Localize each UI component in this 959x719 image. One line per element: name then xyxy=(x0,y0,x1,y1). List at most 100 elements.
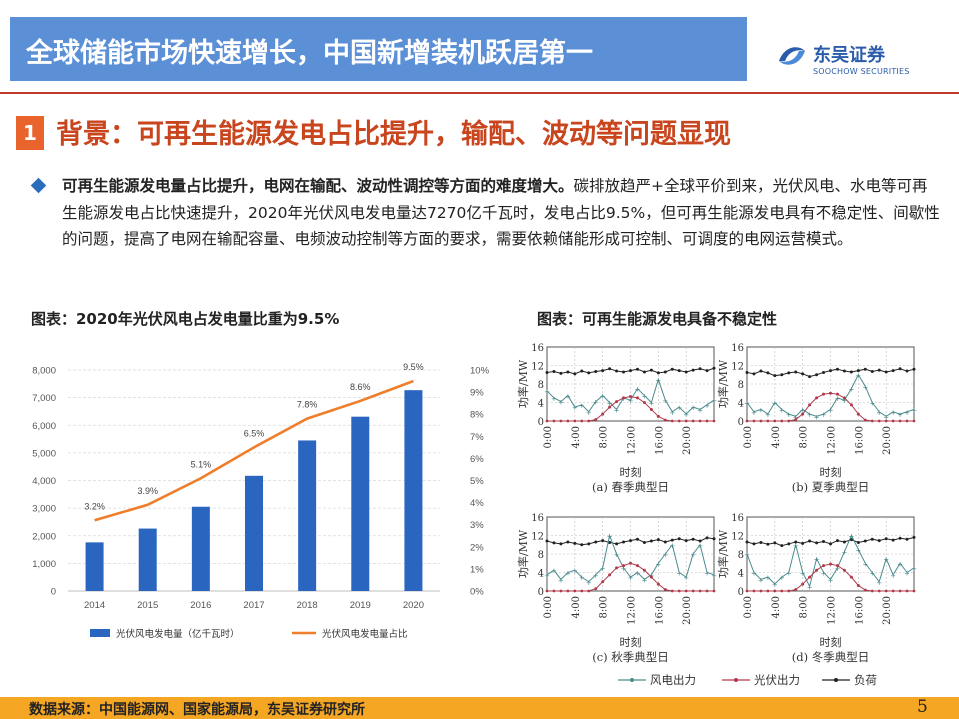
wind-point: + xyxy=(807,583,813,591)
wind-point: + xyxy=(593,399,599,407)
load-point xyxy=(780,544,784,548)
wind-point: + xyxy=(593,572,599,580)
wind-point: + xyxy=(869,570,875,578)
pv-point xyxy=(842,396,846,400)
wind-point: + xyxy=(814,556,820,564)
pv-point xyxy=(594,587,598,591)
load-point xyxy=(815,541,819,545)
load-point xyxy=(573,372,577,376)
pv-point xyxy=(608,573,612,577)
bullet-bold-lead: 可再生能源发电量占比提升，电网在输配、波动性调控等方面的难度增大。 xyxy=(62,177,574,195)
wind-point: + xyxy=(704,570,710,578)
load-point xyxy=(594,540,598,544)
wind-point: + xyxy=(765,411,771,419)
load-point xyxy=(573,541,577,545)
wind-point: + xyxy=(751,570,757,578)
pv-point xyxy=(787,419,791,423)
pv-point xyxy=(677,589,681,593)
x-tick: 20:00 xyxy=(682,426,693,455)
y-tick-right: 9% xyxy=(470,388,484,399)
load-point xyxy=(649,539,653,543)
pv-point xyxy=(905,419,909,423)
pv-point xyxy=(870,589,874,593)
bar-2020 xyxy=(404,390,423,591)
bullet-body: 碳排放趋严+全球平价到来，光伏风电、水电等可再生能源发电占比快速提升，2020年… xyxy=(62,177,940,248)
pv-point xyxy=(656,582,660,586)
legend-bar-swatch xyxy=(90,629,110,637)
pv-point xyxy=(835,564,839,568)
data-label: 8.6% xyxy=(350,382,371,392)
wind-point: + xyxy=(655,376,661,384)
wind-point: + xyxy=(855,546,861,554)
wind-point: + xyxy=(848,533,854,541)
load-point xyxy=(745,370,749,374)
wind-point: + xyxy=(821,411,827,419)
load-point xyxy=(891,369,895,373)
load-point xyxy=(912,367,916,371)
load-point xyxy=(912,535,916,539)
load-point xyxy=(656,538,660,542)
wind-point: + xyxy=(862,560,868,568)
pv-point xyxy=(587,419,591,423)
wind-point: + xyxy=(628,397,634,405)
pv-point xyxy=(815,396,819,400)
footer-bar: 数据来源：中国能源网、国家能源局，东吴证券研究所 5 xyxy=(0,697,959,719)
pv-point xyxy=(698,419,702,423)
x-tick: 0:00 xyxy=(543,426,554,448)
load-point xyxy=(559,371,563,375)
pv-point xyxy=(635,396,639,400)
x-tick: 16:00 xyxy=(654,596,665,625)
pv-point xyxy=(642,401,646,404)
wind-point: + xyxy=(614,406,620,414)
x-axis-label: 时刻 xyxy=(820,465,842,479)
x-tick: 0:00 xyxy=(743,596,754,618)
pv-point xyxy=(552,589,556,593)
pv-point xyxy=(656,414,660,418)
pv-point xyxy=(766,419,770,423)
pv-point xyxy=(691,589,695,593)
pv-point xyxy=(629,561,632,565)
y-tick-right: 10% xyxy=(470,366,490,377)
y-axis-label: 功率/MW xyxy=(516,529,530,578)
pv-point xyxy=(773,589,777,593)
pv-point xyxy=(566,419,570,423)
y-tick: 8 xyxy=(738,550,744,561)
load-point xyxy=(829,369,832,373)
wind-point: + xyxy=(779,406,785,414)
pv-point xyxy=(712,589,716,593)
load-point xyxy=(629,539,632,543)
load-point xyxy=(608,540,612,544)
load-point xyxy=(842,540,846,544)
pv-point xyxy=(573,589,577,593)
x-tick: 4:00 xyxy=(571,596,582,618)
wind-point: + xyxy=(572,567,578,575)
pv-point xyxy=(752,589,756,593)
x-tick-label: 2019 xyxy=(350,600,371,611)
pv-point xyxy=(594,418,598,422)
section-number-badge: 1 xyxy=(16,116,44,150)
pv-point xyxy=(608,405,612,409)
wind-point: + xyxy=(841,549,847,557)
load-point xyxy=(705,536,709,540)
x-tick: 4:00 xyxy=(571,426,582,448)
load-point xyxy=(594,370,598,374)
wind-point: + xyxy=(904,409,910,417)
load-point xyxy=(670,538,674,542)
x-tick: 16:00 xyxy=(854,426,865,455)
load-point xyxy=(863,539,867,543)
pv-point xyxy=(545,419,549,423)
wind-point: + xyxy=(662,551,668,559)
pv-point xyxy=(698,589,702,593)
pv-point xyxy=(808,575,812,579)
y-tick: 16 xyxy=(531,343,544,354)
load-point xyxy=(815,373,819,377)
load-point xyxy=(877,539,881,543)
share-line xyxy=(94,379,414,522)
load-point xyxy=(849,538,853,542)
y-tick: 12 xyxy=(531,532,544,543)
load-point xyxy=(877,368,881,372)
wind-point: + xyxy=(662,397,668,405)
y-tick: 16 xyxy=(731,513,744,524)
load-point xyxy=(691,537,695,541)
wind-point: + xyxy=(883,413,889,421)
